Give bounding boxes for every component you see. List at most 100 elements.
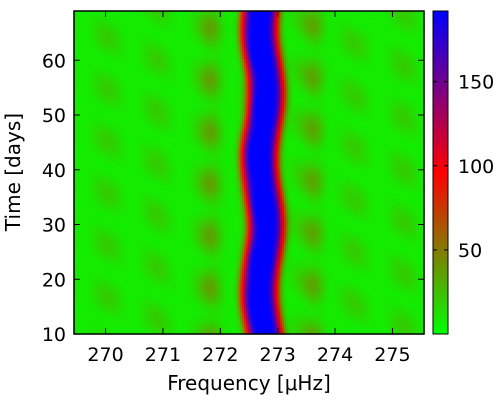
heatmap-cell xyxy=(86,320,89,325)
heatmap-cell xyxy=(382,306,385,311)
heatmap-cell xyxy=(186,262,189,267)
heatmap-cell xyxy=(240,323,243,328)
heatmap-cell xyxy=(348,289,351,294)
heatmap-cell xyxy=(152,272,155,277)
heatmap-cell xyxy=(300,276,303,281)
heatmap-cell xyxy=(242,330,245,335)
heatmap-cell xyxy=(208,235,211,240)
heatmap-cell xyxy=(302,266,305,270)
heatmap-cell xyxy=(138,279,141,284)
heatmap-cell xyxy=(174,289,177,294)
heatmap-cell xyxy=(262,276,265,281)
heatmap-cell xyxy=(408,238,411,243)
heatmap-cell xyxy=(76,238,79,243)
heatmap-cell xyxy=(204,245,207,250)
heatmap-cell xyxy=(354,306,357,311)
heatmap-cell xyxy=(292,313,295,318)
heatmap-cell xyxy=(168,306,171,311)
heatmap-cell xyxy=(142,276,145,281)
heatmap-cell xyxy=(378,289,381,294)
heatmap-cell xyxy=(178,293,181,298)
heatmap-cell xyxy=(346,313,349,318)
heatmap-cell xyxy=(94,266,97,270)
heatmap-cell xyxy=(366,330,369,335)
heatmap-cell xyxy=(404,327,407,332)
heatmap-cell xyxy=(196,317,199,321)
heatmap-cell xyxy=(108,238,111,243)
heatmap-cell xyxy=(298,300,301,304)
heatmap-cell xyxy=(182,235,185,240)
heatmap-cell xyxy=(244,255,247,260)
heatmap-cell xyxy=(358,300,361,304)
heatmap-cell xyxy=(86,293,89,298)
heatmap-cell xyxy=(416,289,419,294)
heatmap-cell xyxy=(276,269,279,274)
heatmap-cell xyxy=(198,310,201,315)
heatmap-cell xyxy=(94,313,97,318)
heatmap-cell xyxy=(176,269,179,274)
heatmap-cell xyxy=(404,259,407,264)
heatmap-cell xyxy=(252,269,255,274)
heatmap-cell xyxy=(322,303,325,308)
heatmap-cell xyxy=(182,300,185,304)
heatmap-cell xyxy=(342,320,345,325)
heatmap-cell xyxy=(118,255,121,260)
heatmap-cell xyxy=(128,330,131,335)
heatmap-cell xyxy=(188,249,191,253)
heatmap-cell xyxy=(90,238,93,243)
heatmap-cell xyxy=(78,238,81,243)
heatmap-cell xyxy=(370,296,373,301)
heatmap-cell xyxy=(420,276,423,281)
heatmap-cell xyxy=(122,249,125,253)
heatmap-cell xyxy=(322,279,325,284)
heatmap-cell xyxy=(206,286,209,291)
heatmap-cell xyxy=(236,286,239,291)
heatmap-cell xyxy=(296,293,299,298)
heatmap-cell xyxy=(292,300,295,304)
heatmap-cell xyxy=(108,310,111,315)
heatmap-cell xyxy=(158,242,161,247)
heatmap-cell xyxy=(236,266,239,270)
heatmap-cell xyxy=(204,296,207,301)
heatmap-cell xyxy=(368,272,371,277)
heatmap-cell xyxy=(262,262,265,267)
heatmap-cell xyxy=(404,317,407,321)
heatmap-cell xyxy=(148,272,151,277)
heatmap-cell xyxy=(242,323,245,328)
heatmap-cell xyxy=(372,300,375,304)
heatmap-cell xyxy=(74,242,77,247)
heatmap-cell xyxy=(270,330,273,335)
heatmap-cell xyxy=(250,249,253,253)
heatmap-cell xyxy=(316,323,319,328)
heatmap-cell xyxy=(150,303,153,308)
heatmap-cell xyxy=(404,286,407,291)
heatmap-cell xyxy=(394,279,397,284)
heatmap-cell xyxy=(326,279,329,284)
heatmap-cell xyxy=(234,293,237,298)
heatmap-cell xyxy=(344,252,347,257)
heatmap-cell xyxy=(130,269,133,274)
heatmap-cell xyxy=(282,293,285,298)
heatmap-cell xyxy=(106,238,109,243)
heatmap-cell xyxy=(240,310,243,315)
heatmap-cell xyxy=(180,306,183,311)
heatmap-cell xyxy=(220,289,223,294)
heatmap-cell xyxy=(302,255,305,260)
heatmap-cell xyxy=(238,238,241,243)
heatmap-cell xyxy=(264,306,267,311)
heatmap-cell xyxy=(282,252,285,257)
heatmap-cell xyxy=(402,252,405,257)
heatmap-cell xyxy=(380,306,383,311)
heatmap-cell xyxy=(394,259,397,264)
heatmap-cell xyxy=(176,327,179,332)
heatmap-cell xyxy=(382,249,385,253)
heatmap-cell xyxy=(184,249,187,253)
heatmap-cell xyxy=(368,242,371,247)
heatmap-cell xyxy=(400,272,403,277)
heatmap-cell xyxy=(232,330,235,335)
heatmap-cell xyxy=(120,283,123,287)
heatmap-cell xyxy=(96,242,99,247)
heatmap-cell xyxy=(98,303,101,308)
heatmap-cell xyxy=(302,323,305,328)
heatmap-cell xyxy=(190,286,193,291)
